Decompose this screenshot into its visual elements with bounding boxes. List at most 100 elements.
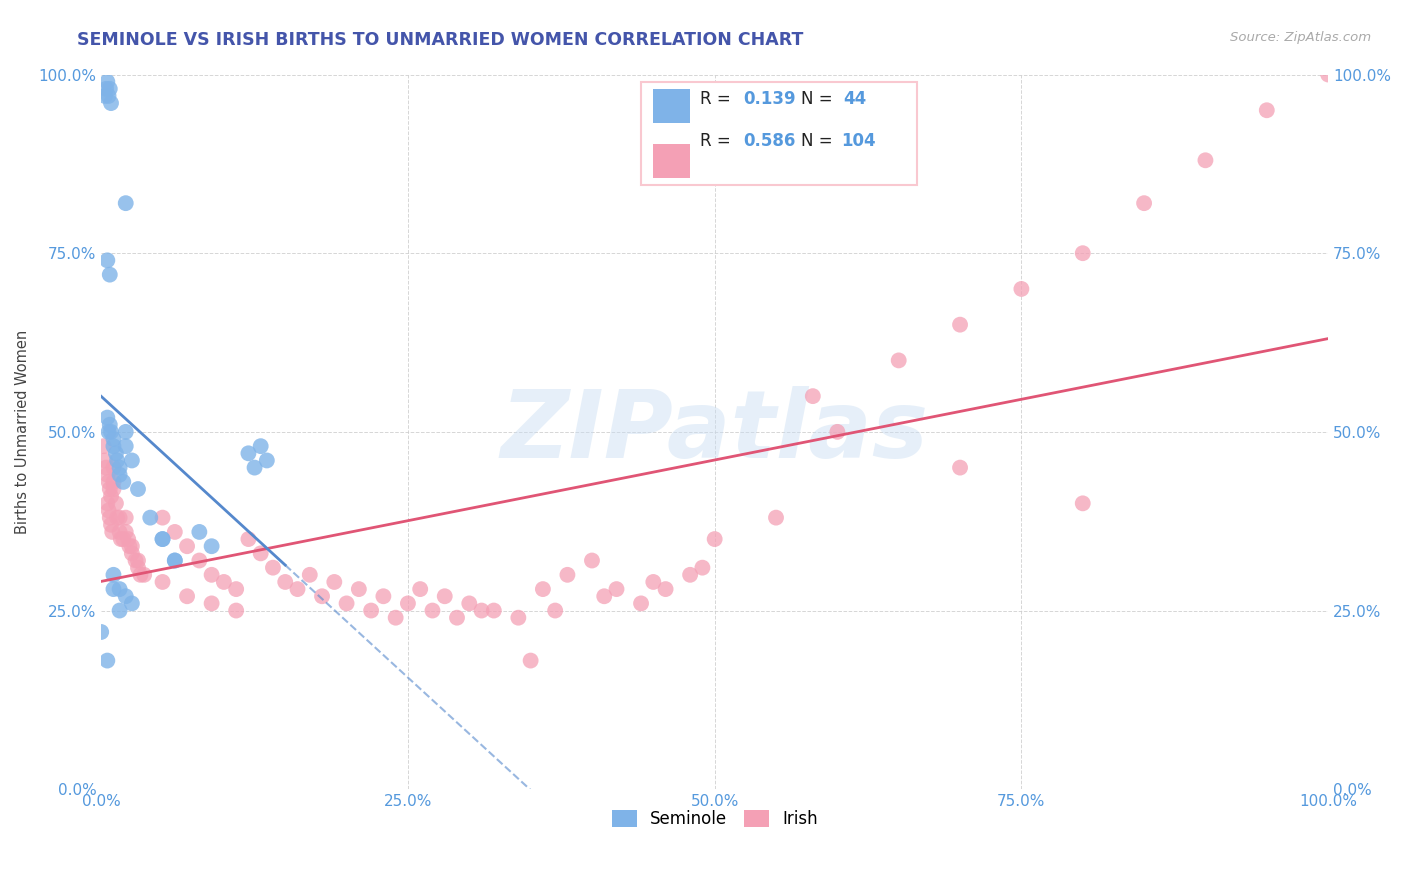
Point (105, 453, 128, 467)
Point (433, 589, 456, 603)
Text: N =: N = (800, 90, 838, 108)
Point (94, 89, 117, 103)
Point (557, 567, 579, 582)
Point (422, 603, 444, 617)
Point (287, 582, 309, 596)
Point (103, 567, 125, 582)
Point (114, 510, 136, 524)
Point (605, 582, 627, 596)
Point (176, 539, 198, 553)
Point (470, 603, 492, 617)
Point (238, 532, 260, 546)
Point (98, 482, 121, 496)
FancyBboxPatch shape (654, 89, 690, 123)
Point (108, 524, 131, 539)
Point (163, 524, 186, 539)
Point (1133, 196, 1156, 211)
Text: 0.586: 0.586 (742, 132, 796, 150)
Point (581, 553, 603, 567)
Point (127, 560, 149, 574)
Point (105, 510, 128, 524)
Point (96, 253, 118, 268)
Point (121, 596, 143, 610)
Point (347, 582, 370, 596)
Point (108, 582, 131, 596)
Point (887, 353, 910, 368)
Point (1194, 153, 1216, 168)
Point (373, 589, 395, 603)
Point (114, 425, 136, 439)
Point (117, 532, 139, 546)
Point (108, 467, 131, 482)
Point (212, 574, 235, 589)
Point (114, 439, 136, 453)
Point (97, 89, 120, 103)
Point (94, 460, 117, 475)
Point (104, 446, 127, 460)
Point (97, 425, 120, 439)
Point (531, 582, 554, 596)
Point (110, 532, 132, 546)
Y-axis label: Births to Unmarried Women: Births to Unmarried Women (15, 330, 30, 534)
Point (298, 567, 321, 582)
Point (256, 453, 278, 467)
Point (108, 510, 131, 524)
Point (134, 567, 156, 582)
FancyBboxPatch shape (654, 144, 690, 178)
Text: ZIPatlas: ZIPatlas (501, 386, 929, 478)
Point (96, 75, 118, 89)
Point (384, 610, 406, 624)
Point (654, 582, 676, 596)
Text: 104: 104 (841, 132, 876, 150)
Point (360, 603, 382, 617)
Point (409, 582, 432, 596)
Point (544, 603, 567, 617)
Point (98, 82, 121, 96)
Text: 0.139: 0.139 (742, 90, 796, 108)
Point (103, 475, 125, 489)
Point (94, 82, 117, 96)
Point (679, 567, 702, 582)
Point (630, 596, 652, 610)
Point (163, 553, 186, 567)
Point (97, 503, 120, 517)
Point (1071, 246, 1094, 260)
Point (1071, 496, 1094, 510)
Point (100, 96, 122, 111)
Point (163, 553, 186, 567)
Point (112, 475, 135, 489)
Point (225, 603, 247, 617)
Point (114, 524, 136, 539)
Point (188, 553, 211, 567)
Point (96, 410, 118, 425)
Point (249, 546, 271, 560)
Point (121, 453, 143, 467)
Point (101, 524, 124, 539)
Legend: Seminole, Irish: Seminole, Irish (605, 803, 824, 835)
Point (201, 567, 224, 582)
Point (243, 460, 266, 475)
Point (121, 546, 143, 560)
Point (519, 654, 541, 668)
Point (1317, 68, 1340, 82)
Point (152, 532, 174, 546)
Point (1256, 103, 1278, 118)
Text: R =: R = (700, 132, 735, 150)
Point (201, 596, 224, 610)
Point (114, 589, 136, 603)
Point (112, 532, 135, 546)
Point (127, 482, 149, 496)
Point (336, 596, 359, 610)
Point (508, 610, 530, 624)
Point (139, 510, 162, 524)
Point (458, 596, 481, 610)
Point (121, 539, 143, 553)
Text: N =: N = (800, 132, 838, 150)
Point (152, 510, 174, 524)
Point (124, 553, 146, 567)
Point (103, 582, 125, 596)
Point (274, 574, 297, 589)
Point (396, 596, 419, 610)
Point (114, 196, 136, 211)
FancyBboxPatch shape (641, 82, 917, 186)
